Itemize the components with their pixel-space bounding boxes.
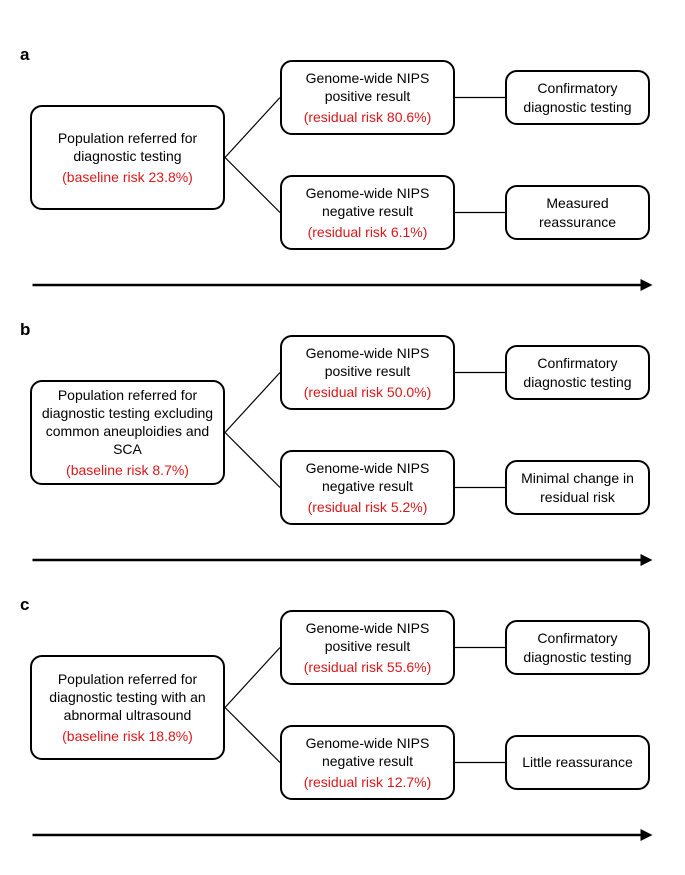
box-text: Genome-wide NIPS negative result: [290, 184, 445, 220]
flow-box: Genome-wide NIPS negative result (residua…: [280, 175, 455, 250]
risk-text: (residual risk 5.2%): [308, 498, 428, 516]
box-text: Measured reassurance: [515, 194, 640, 230]
box-text: Little reassurance: [522, 753, 633, 771]
flowchart: Population referred for diagnostic testi…: [30, 320, 650, 545]
box-text: Confirmatory diagnostic testing: [515, 629, 640, 665]
flow-box: Little reassurance: [505, 735, 650, 790]
flowchart: Population referred for diagnostic testi…: [30, 595, 650, 820]
flow-box: Genome-wide NIPS positive result (residua…: [280, 335, 455, 410]
flow-box: Confirmatory diagnostic testing: [505, 70, 650, 125]
panel-label: b: [20, 320, 30, 340]
risk-text: (residual risk 80.6%): [304, 108, 432, 126]
risk-text: (residual risk 50.0%): [304, 383, 432, 401]
box-text: Genome-wide NIPS positive result: [290, 344, 445, 380]
box-text: Genome-wide NIPS negative result: [290, 459, 445, 495]
panel: bPopulation referred for diagnostic test…: [30, 320, 655, 570]
box-text: Confirmatory diagnostic testing: [515, 354, 640, 390]
box-text: Genome-wide NIPS positive result: [290, 619, 445, 655]
risk-text: (residual risk 12.7%): [304, 773, 432, 791]
panel: cPopulation referred for diagnostic test…: [30, 595, 655, 845]
box-text: Confirmatory diagnostic testing: [515, 79, 640, 115]
flow-box: Population referred for diagnostic testi…: [30, 105, 225, 210]
box-text: Population referred for diagnostic testi…: [40, 670, 215, 725]
panel-label: c: [20, 595, 29, 615]
risk-text: (baseline risk 23.8%): [62, 168, 193, 186]
flow-box: Population referred for diagnostic testi…: [30, 380, 225, 485]
timeline-arrow: [30, 275, 655, 295]
risk-text: (residual risk 55.6%): [304, 658, 432, 676]
flow-box: Population referred for diagnostic testi…: [30, 655, 225, 760]
flowchart: Population referred for diagnostic testi…: [30, 45, 650, 270]
panel-label: a: [20, 45, 29, 65]
flow-box: Minimal change in residual risk: [505, 460, 650, 515]
flow-box: Genome-wide NIPS positive result (residua…: [280, 60, 455, 135]
box-text: Population referred for diagnostic testi…: [40, 386, 215, 459]
risk-text: (residual risk 6.1%): [308, 223, 428, 241]
timeline-arrow: [30, 550, 655, 570]
risk-text: (baseline risk 18.8%): [62, 727, 193, 745]
flow-box: Confirmatory diagnostic testing: [505, 620, 650, 675]
flow-box: Confirmatory diagnostic testing: [505, 345, 650, 400]
risk-text: (baseline risk 8.7%): [66, 461, 189, 479]
box-text: Population referred for diagnostic testi…: [40, 129, 215, 165]
flow-box: Genome-wide NIPS negative result (residua…: [280, 450, 455, 525]
box-text: Genome-wide NIPS negative result: [290, 734, 445, 770]
flow-box: Genome-wide NIPS positive result (residua…: [280, 610, 455, 685]
box-text: Genome-wide NIPS positive result: [290, 69, 445, 105]
timeline-arrow: [30, 825, 655, 845]
flow-box: Measured reassurance: [505, 185, 650, 240]
panel: aPopulation referred for diagnostic test…: [30, 45, 655, 295]
flow-box: Genome-wide NIPS negative result (residua…: [280, 725, 455, 800]
box-text: Minimal change in residual risk: [515, 469, 640, 505]
